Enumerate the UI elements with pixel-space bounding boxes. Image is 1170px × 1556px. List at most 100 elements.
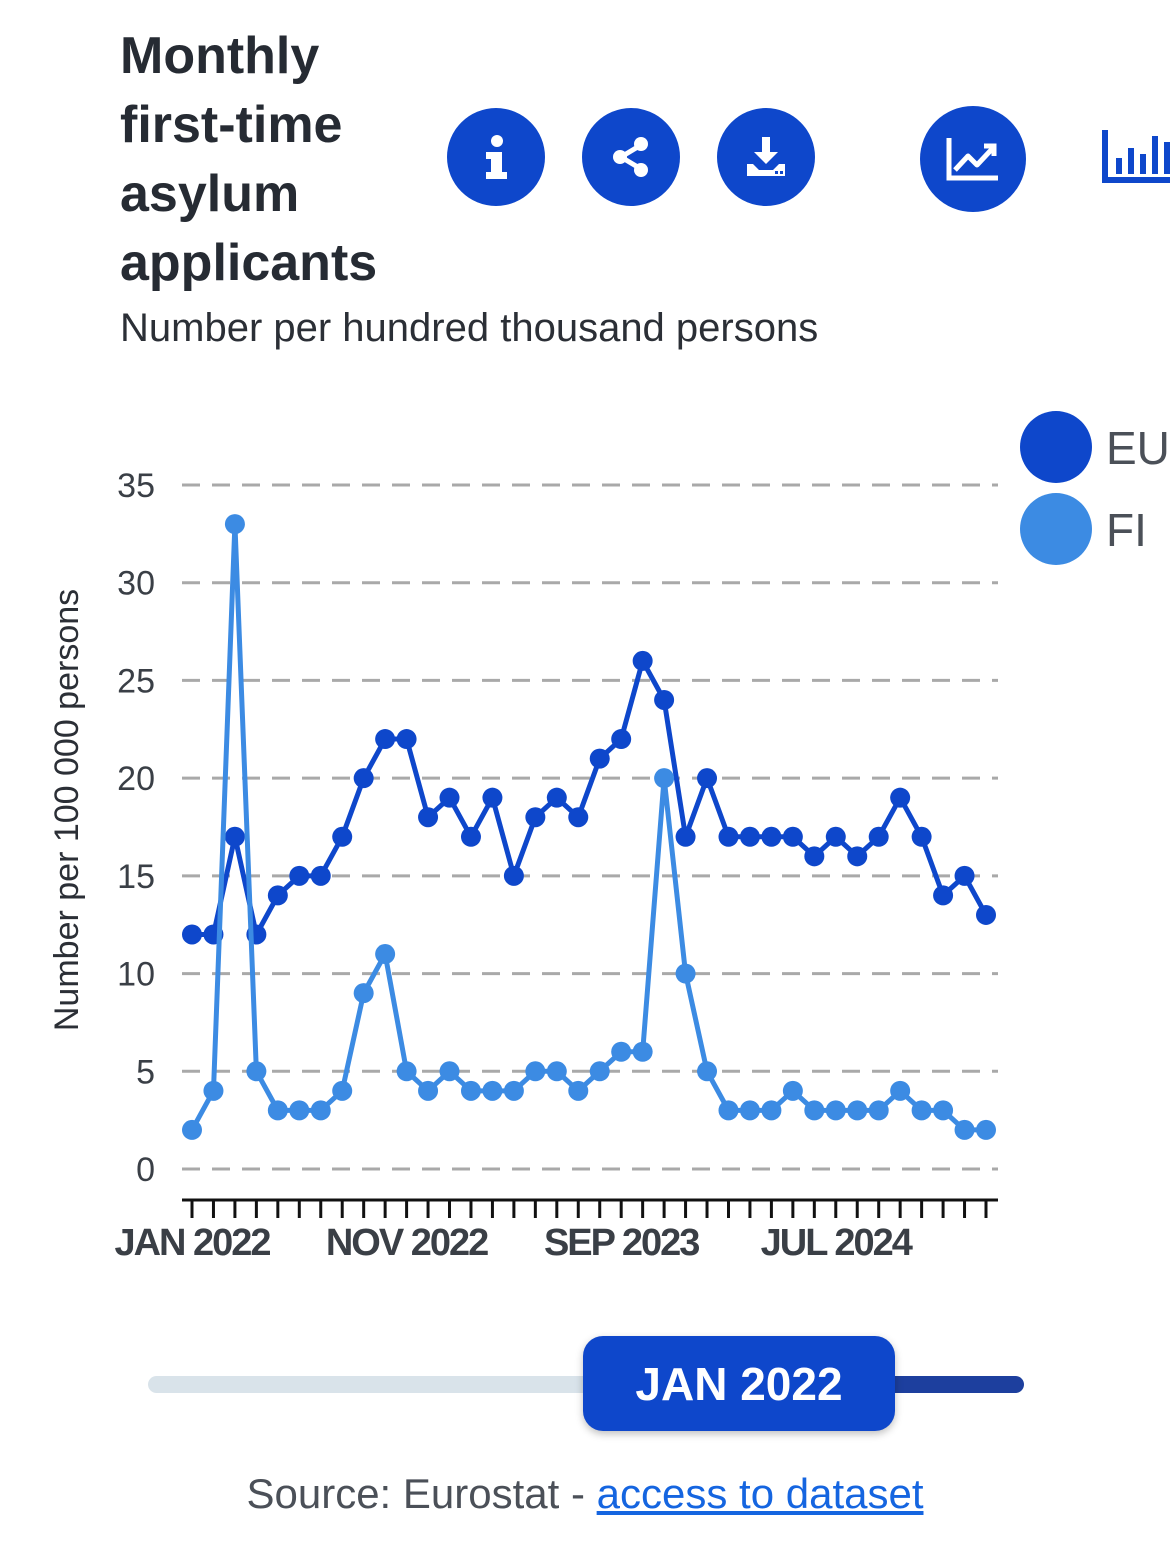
series-line-fi [189,521,986,1133]
data-point-fi [353,983,374,1004]
x-tick-label: SEP 2023 [544,1222,699,1264]
data-point-eu [310,865,331,886]
data-point-fi [804,1100,825,1121]
data-point-fi [546,1061,567,1082]
line-chart-icon [946,138,998,181]
data-point-fi [868,1100,889,1121]
time-slider-handle[interactable]: JAN 2022 [583,1336,895,1431]
data-point-fi [890,1080,911,1101]
data-point-eu [332,826,353,847]
data-point-fi [933,1100,954,1121]
data-point-eu [418,807,439,828]
data-point-eu [761,826,782,847]
y-tick-label: 20 [117,760,155,798]
x-tick-label: NOV 2022 [326,1222,488,1264]
data-point-eu [782,826,803,847]
share-icon [613,137,648,177]
share-button[interactable] [582,108,680,206]
data-point-fi [739,1100,760,1121]
x-tick-label: JAN 2022 [114,1222,270,1264]
source-line: Source: Eurostat - access to dataset [0,1470,1170,1518]
data-point-eu [482,787,503,808]
data-point-fi [761,1100,782,1121]
y-tick-label: 10 [117,956,155,994]
data-point-eu [460,826,481,847]
series-group [182,514,996,1140]
data-point-eu [847,846,868,867]
data-point-fi [182,1119,202,1140]
y-tick-label: 15 [117,858,155,896]
info-icon [486,135,507,179]
data-point-fi [482,1080,503,1101]
data-point-fi [847,1100,868,1121]
data-point-fi [224,514,245,535]
data-point-eu [954,865,975,886]
download-button[interactable] [717,108,815,206]
data-point-fi [911,1100,932,1121]
y-tick-label: 35 [117,467,155,505]
data-point-fi [654,768,675,789]
bar-chart-icon [1102,130,1170,183]
download-icon [747,137,785,176]
data-point-fi [632,1041,653,1062]
data-point-fi [375,944,396,965]
data-point-eu [739,826,760,847]
source-text: Source: Eurostat - [246,1470,597,1517]
series-line-eu [192,658,989,937]
data-point-fi [589,1061,610,1082]
data-point-fi [675,963,696,984]
legend: EU FI [1020,411,1170,565]
data-point-eu [182,924,202,945]
data-point-eu [654,689,675,710]
data-point-fi [525,1061,546,1082]
legend-marker-eu [1020,411,1092,483]
data-point-fi [503,1080,524,1101]
bar-chart-button[interactable] [1100,128,1170,191]
data-point-fi [697,1061,718,1082]
data-point-eu [525,807,546,828]
data-point-eu [267,885,288,906]
line-chart-button[interactable] [920,106,1026,212]
data-point-eu [503,865,524,886]
data-point-fi [460,1080,481,1101]
data-point-fi [439,1061,460,1082]
data-point-eu [976,904,996,925]
data-point-fi [568,1080,589,1101]
data-point-fi [396,1061,417,1082]
legend-label-fi: FI [1106,504,1147,556]
legend-label-eu: EU [1106,422,1170,474]
data-point-fi [825,1100,846,1121]
data-point-eu [718,826,739,847]
data-point-eu [353,768,374,789]
page-title: Monthly first-time asylum applicants [120,27,378,292]
data-point-eu [804,846,825,867]
y-tick-label: 25 [117,662,155,700]
time-slider-fill [884,1376,1024,1393]
data-point-eu [396,729,417,750]
data-point-fi [246,1061,267,1082]
data-point-fi [418,1080,439,1101]
data-point-fi [718,1100,739,1121]
data-point-eu [933,885,954,906]
data-point-eu [439,787,460,808]
data-point-fi [289,1100,310,1121]
page-subtitle: Number per hundred thousand persons [120,306,819,350]
data-point-eu [589,748,610,769]
info-button[interactable] [447,108,545,206]
data-point-eu [632,650,653,671]
data-point-eu [890,787,911,808]
data-point-fi [332,1080,353,1101]
dataset-link[interactable]: access to dataset [596,1470,924,1517]
data-point-fi [203,1080,224,1101]
data-point-eu [375,729,396,750]
y-tick-label: 30 [117,565,155,603]
data-point-eu [611,729,632,750]
data-point-fi [782,1080,803,1101]
y-tick-label: 5 [136,1053,155,1091]
data-point-fi [267,1100,288,1121]
data-point-eu [825,826,846,847]
data-point-fi [611,1041,632,1062]
x-axis: JAN 2022 NOV 2022 SEP 2023 JUL 2024 [114,1198,998,1264]
data-point-eu [289,865,310,886]
